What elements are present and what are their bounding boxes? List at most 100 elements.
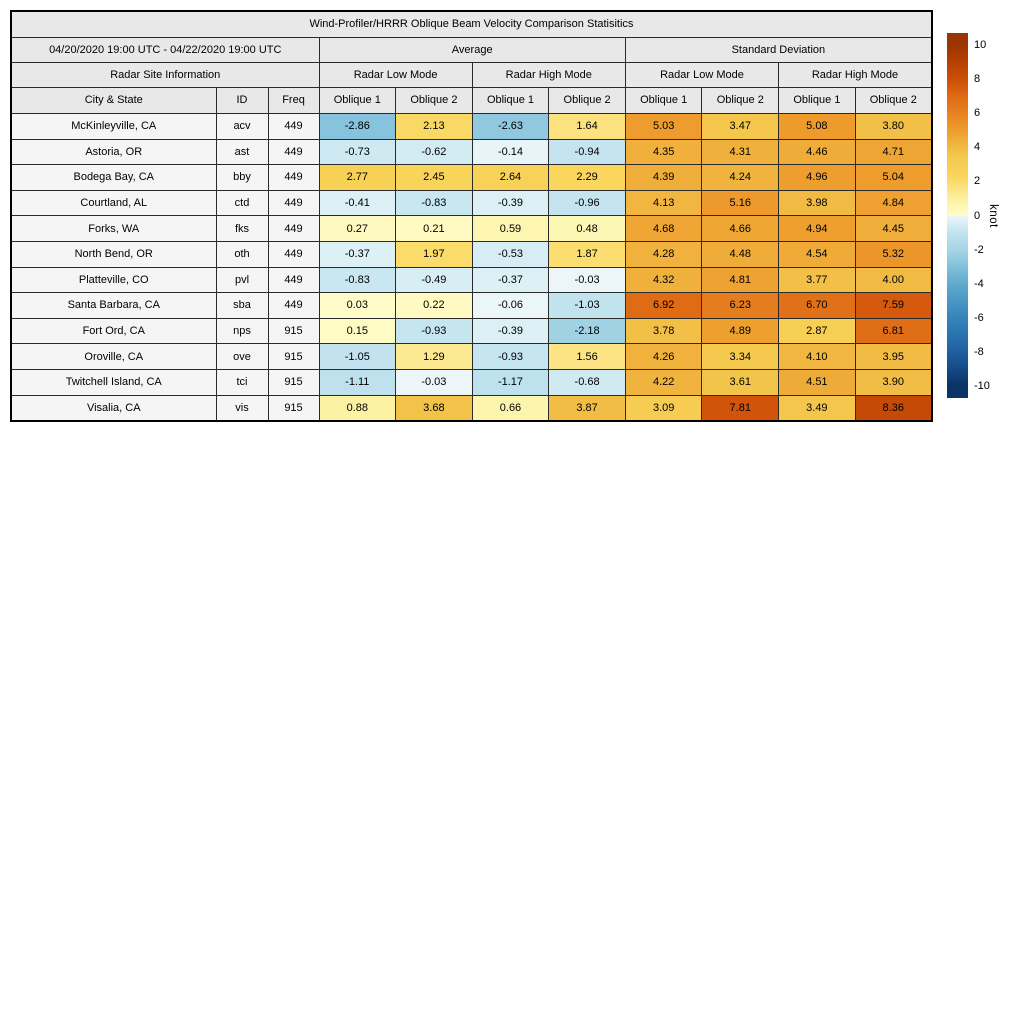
value-cell: 0.59: [471, 215, 550, 242]
value-cell: 4.84: [854, 189, 933, 217]
value-cell: 4.94: [778, 215, 856, 242]
col-header-freq: Freq: [267, 87, 320, 114]
value-cell: 3.90: [854, 368, 933, 396]
value-cell: 4.51: [778, 368, 856, 396]
value-cell: -0.06: [471, 292, 550, 319]
value-cell: 4.46: [778, 138, 856, 166]
site-id-cell: ctd: [215, 189, 269, 217]
colorbar: 10 8 6 4 2 0 -2 -4 -6 -8 -10 knot: [947, 33, 999, 398]
value-cell: 4.96: [778, 164, 856, 191]
value-cell: 5.08: [778, 113, 856, 140]
value-cell: 0.03: [318, 292, 397, 319]
value-cell: -1.11: [318, 368, 397, 396]
freq-cell: 915: [267, 317, 320, 345]
value-cell: 0.21: [395, 215, 473, 242]
colorbar-tick-label: -4: [974, 277, 984, 290]
value-cell: 4.13: [624, 189, 703, 217]
value-cell: -0.14: [471, 138, 550, 166]
site-id-cell: pvl: [215, 266, 269, 294]
site-id-cell: acv: [215, 113, 269, 140]
col-header-oblique: Oblique 2: [395, 87, 473, 114]
value-cell: 4.28: [624, 240, 703, 268]
col-header-oblique: Oblique 2: [701, 87, 780, 114]
value-cell: -0.68: [548, 368, 626, 396]
value-cell: 4.31: [701, 138, 780, 166]
col-header-oblique: Oblique 2: [854, 87, 933, 114]
value-cell: -0.39: [471, 317, 550, 345]
value-cell: 4.71: [854, 138, 933, 166]
mode-header-avg-low: Radar Low Mode: [318, 62, 473, 88]
freq-cell: 449: [267, 164, 320, 191]
city-cell: McKinleyville, CA: [10, 113, 217, 140]
site-id-cell: ove: [215, 343, 269, 370]
table-row: Fort Ord, CA nps 915 0.15 -0.93 -0.39 -2.18 3.7…: [10, 317, 933, 345]
value-cell: 1.29: [395, 343, 473, 370]
col-header-city: City & State: [10, 87, 217, 114]
value-cell: 7.81: [701, 394, 780, 422]
freq-cell: 449: [267, 215, 320, 242]
value-cell: 3.98: [778, 189, 856, 217]
value-cell: 2.29: [548, 164, 626, 191]
value-cell: 3.68: [395, 394, 473, 422]
freq-cell: 449: [267, 113, 320, 140]
site-id-cell: fks: [215, 215, 269, 242]
value-cell: 4.48: [701, 240, 780, 268]
value-cell: 5.04: [854, 164, 933, 191]
value-cell: 3.34: [701, 343, 780, 370]
mode-header-std-low: Radar Low Mode: [624, 62, 780, 88]
group-header-row: 04/20/2020 19:00 UTC - 04/22/2020 19:00 …: [10, 37, 933, 63]
freq-cell: 449: [267, 292, 320, 319]
table-row: Oroville, CA ove 915 -1.05 1.29 -0.93 1.56 4.26…: [10, 343, 933, 370]
value-cell: -0.53: [471, 240, 550, 268]
date-range: 04/20/2020 19:00 UTC - 04/22/2020 19:00 …: [10, 37, 320, 63]
value-cell: 4.10: [778, 343, 856, 370]
city-cell: Visalia, CA: [10, 394, 217, 422]
city-cell: Forks, WA: [10, 215, 217, 242]
colorbar-tick-label: -2: [974, 243, 984, 256]
value-cell: -2.86: [318, 113, 397, 140]
freq-cell: 915: [267, 394, 320, 422]
value-cell: 1.97: [395, 240, 473, 268]
value-cell: 2.87: [778, 317, 856, 345]
value-cell: -0.93: [471, 343, 550, 370]
value-cell: 4.32: [624, 266, 703, 294]
value-cell: 4.45: [854, 215, 933, 242]
city-cell: Santa Barbara, CA: [10, 292, 217, 319]
value-cell: 5.32: [854, 240, 933, 268]
city-cell: North Bend, OR: [10, 240, 217, 268]
group-header-stddev: Standard Deviation: [624, 37, 933, 63]
value-cell: 3.61: [701, 368, 780, 396]
value-cell: -0.62: [395, 138, 473, 166]
value-cell: 2.13: [395, 113, 473, 140]
value-cell: 0.48: [548, 215, 626, 242]
value-cell: -2.18: [548, 317, 626, 345]
table-title: Wind-Profiler/HRRR Oblique Beam Velocity…: [10, 10, 933, 38]
value-cell: -0.94: [548, 138, 626, 166]
value-cell: -1.05: [318, 343, 397, 370]
mode-header-std-high: Radar High Mode: [778, 62, 933, 88]
value-cell: 3.78: [624, 317, 703, 345]
freq-cell: 449: [267, 189, 320, 217]
value-cell: 6.81: [854, 317, 933, 345]
value-cell: 7.59: [854, 292, 933, 319]
value-cell: -1.17: [471, 368, 550, 396]
value-cell: 2.64: [471, 164, 550, 191]
value-cell: 4.26: [624, 343, 703, 370]
colorbar-tick-label: -8: [974, 345, 984, 358]
value-cell: -0.41: [318, 189, 397, 217]
site-id-cell: tci: [215, 368, 269, 396]
table-row: Bodega Bay, CA bby 449 2.77 2.45 2.64 2.29 4.39…: [10, 164, 933, 191]
value-cell: -0.03: [395, 368, 473, 396]
value-cell: -0.96: [548, 189, 626, 217]
site-id-cell: ast: [215, 138, 269, 166]
site-id-cell: sba: [215, 292, 269, 319]
value-cell: 0.27: [318, 215, 397, 242]
mode-header-avg-high: Radar High Mode: [471, 62, 626, 88]
col-header-oblique: Oblique 1: [624, 87, 703, 114]
value-cell: 4.39: [624, 164, 703, 191]
value-cell: -1.03: [548, 292, 626, 319]
colorbar-gradient: [947, 33, 968, 398]
value-cell: -0.83: [318, 266, 397, 294]
value-cell: 3.49: [778, 394, 856, 422]
colorbar-tick-label: 4: [974, 141, 981, 154]
